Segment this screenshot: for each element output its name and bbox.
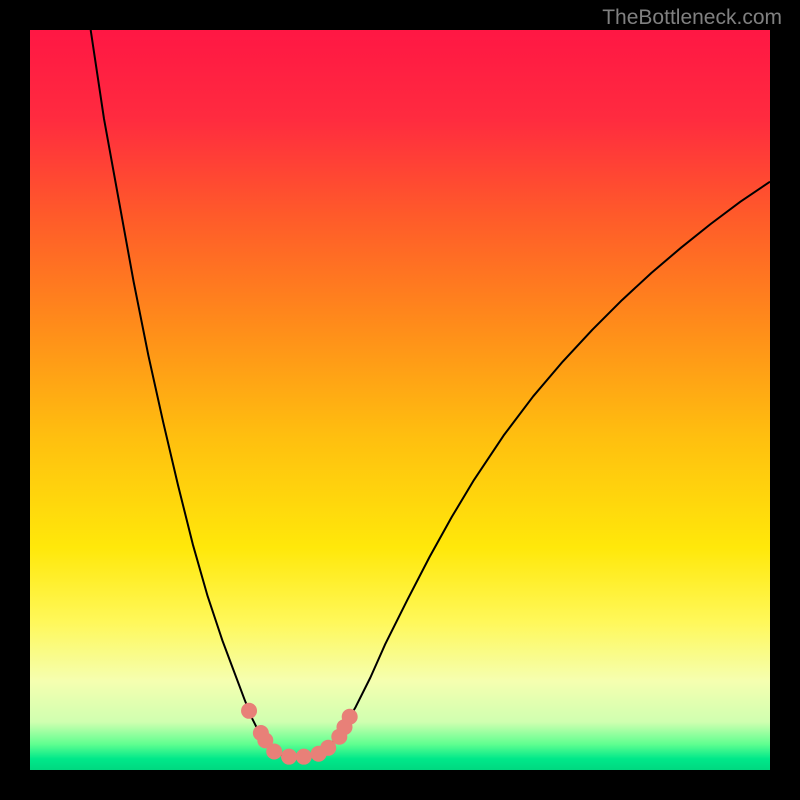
- gradient-background: [30, 30, 770, 770]
- curve-marker: [296, 749, 312, 765]
- curve-marker: [281, 749, 297, 765]
- watermark-text: TheBottleneck.com: [602, 6, 782, 30]
- bottleneck-chart: [0, 0, 800, 800]
- curve-marker: [266, 744, 282, 760]
- curve-marker: [241, 703, 257, 719]
- curve-marker: [342, 709, 358, 725]
